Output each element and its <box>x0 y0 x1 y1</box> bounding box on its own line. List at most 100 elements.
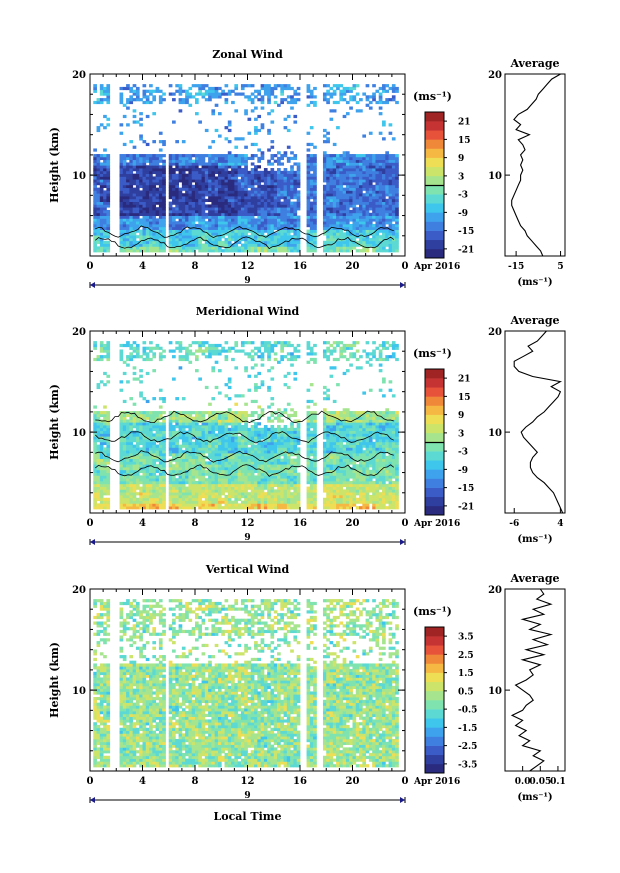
x-tick-label: 4 <box>139 261 146 272</box>
x-tick-label: 0 <box>87 261 94 272</box>
y-tick-label: 20 <box>72 70 86 81</box>
colorbar-swatch <box>425 469 444 479</box>
y-tick-label: 10 <box>72 686 86 697</box>
profile-y-tick-label: 20 <box>488 327 502 338</box>
month-label: Apr 2016 <box>413 262 460 272</box>
colorbar-tick-label: 9 <box>458 411 464 421</box>
colorbar-swatch <box>425 396 444 406</box>
colorbar-tick-label: -0.5 <box>458 706 477 716</box>
y-axis-label: Height (km) <box>48 642 61 718</box>
colorbar-tick-label: 1.5 <box>458 669 474 679</box>
y-tick-label: 10 <box>72 171 86 182</box>
colorbar-tick-label: -3 <box>458 191 468 201</box>
profile-x-label: (ms⁻¹) <box>517 277 552 288</box>
profile-x-tick-label: 5 <box>557 262 563 272</box>
colorbar-swatch <box>425 194 444 204</box>
x-tick-label: 20 <box>346 518 360 529</box>
colorbar-swatch <box>425 496 444 507</box>
colorbar-swatch <box>425 442 444 452</box>
x-tick-label: 12 <box>241 261 255 272</box>
colorbar: (ms⁻¹) 21 15 9 3 -3 -9 -15 -21 <box>413 90 474 259</box>
colorbar-swatch <box>425 478 444 488</box>
colorbar-swatch <box>425 203 444 213</box>
x-tick-label: 0 <box>402 261 409 272</box>
colorbar-swatch <box>425 487 444 498</box>
colorbar-tick-label: 21 <box>458 118 471 128</box>
colorbar-swatch <box>425 221 444 231</box>
x-tick-label: 0 <box>87 776 94 787</box>
colorbar-swatch <box>425 405 444 415</box>
profile-x-tick-label: 0.0 <box>515 777 531 787</box>
y-axis: 10 20 <box>72 70 405 257</box>
y-tick-label: 10 <box>72 428 86 439</box>
colorbar-tick-label: 15 <box>458 393 471 403</box>
colorbar-swatch <box>425 239 444 250</box>
colorbar-tick-label: 3 <box>458 172 464 182</box>
colorbar-tick-label: -15 <box>458 227 474 237</box>
x-tick-label: 16 <box>293 261 307 272</box>
colorbar-swatch <box>425 414 444 425</box>
average-profile: Average -6 4 10 20 (ms⁻¹) <box>488 314 566 545</box>
y-axis-label: Height (km) <box>48 384 61 460</box>
profile-frame <box>504 588 566 772</box>
profile-x-tick-label: 0.05 <box>529 777 551 787</box>
x-tick-label: 8 <box>192 776 199 787</box>
profile-y-tick-label: 20 <box>488 585 502 596</box>
colorbar-tick-label: 3.5 <box>458 633 474 643</box>
date-label: 9 <box>244 276 250 286</box>
profile-y-tick-label: 10 <box>488 171 502 182</box>
colorbar-swatch <box>425 157 444 168</box>
colorbar-swatch <box>425 423 444 434</box>
colorbar-tick-label: -3 <box>458 448 468 458</box>
panel-merid: Meridional Wind 0 4 8 12 16 20 0 10 20 Height (km)… <box>48 305 566 545</box>
x-tick-label: 8 <box>192 261 199 272</box>
date-label: 9 <box>244 791 250 801</box>
panel-zonal: Zonal Wind 0 4 8 12 16 20 0 10 20 Height (km) 9 Apr … <box>48 48 566 288</box>
colorbar-tick-label: -2.5 <box>458 742 477 752</box>
heatmap-cells <box>93 84 399 253</box>
profile-y-tick-label: 20 <box>488 70 502 81</box>
profile-x-tick-label: 4 <box>557 519 563 529</box>
date-bar: 9 Apr 2016 <box>89 777 460 803</box>
colorbar-swatch <box>425 690 444 701</box>
x-tick-label: 8 <box>192 518 199 529</box>
colorbar-swatch <box>425 248 444 259</box>
profile-x-tick-label: -15 <box>508 262 524 272</box>
colorbar-swatch <box>425 148 444 158</box>
colorbar-tick-label: -9 <box>458 209 468 219</box>
colorbar-swatch <box>425 387 444 397</box>
colorbar-swatch <box>425 230 444 241</box>
colorbar-tick-label: -9 <box>458 466 468 476</box>
profile-x-tick-label: 0.1 <box>550 777 566 787</box>
month-label: Apr 2016 <box>413 777 460 787</box>
colorbar-swatch <box>425 212 444 222</box>
x-tick-label: 12 <box>241 776 255 787</box>
y-tick-label: 20 <box>72 585 86 596</box>
colorbar-swatch <box>425 754 444 765</box>
panel-title: Meridional Wind <box>196 305 300 318</box>
x-axis: 0 4 8 12 16 20 0 <box>87 74 409 272</box>
contour-lines <box>95 225 395 250</box>
colorbar-swatch <box>425 681 444 692</box>
colorbar-swatch <box>425 718 444 728</box>
profile-y-tick-label: 10 <box>488 686 502 697</box>
colorbar-swatch <box>425 727 444 737</box>
y-axis: 10 20 <box>72 585 405 772</box>
month-label: Apr 2016 <box>413 519 460 529</box>
colorbar-swatch <box>425 130 444 140</box>
date-label: 9 <box>244 533 250 543</box>
x-tick-label: 20 <box>346 776 360 787</box>
heatmap-cells <box>93 341 399 510</box>
x-tick-label: 16 <box>293 518 307 529</box>
colorbar-swatch <box>425 460 444 470</box>
colorbar-tick-label: -15 <box>458 484 474 494</box>
date-bar: 9 Apr 2016 <box>89 519 460 545</box>
colorbar-swatch <box>425 185 444 195</box>
colorbar-swatch <box>425 627 444 637</box>
heatmap-cells <box>93 599 399 768</box>
colorbar-unit: (ms⁻¹) <box>413 90 452 103</box>
x-tick-label: 4 <box>139 518 146 529</box>
x-axis-label: Local Time <box>214 810 282 823</box>
colorbar-swatch <box>425 121 444 131</box>
